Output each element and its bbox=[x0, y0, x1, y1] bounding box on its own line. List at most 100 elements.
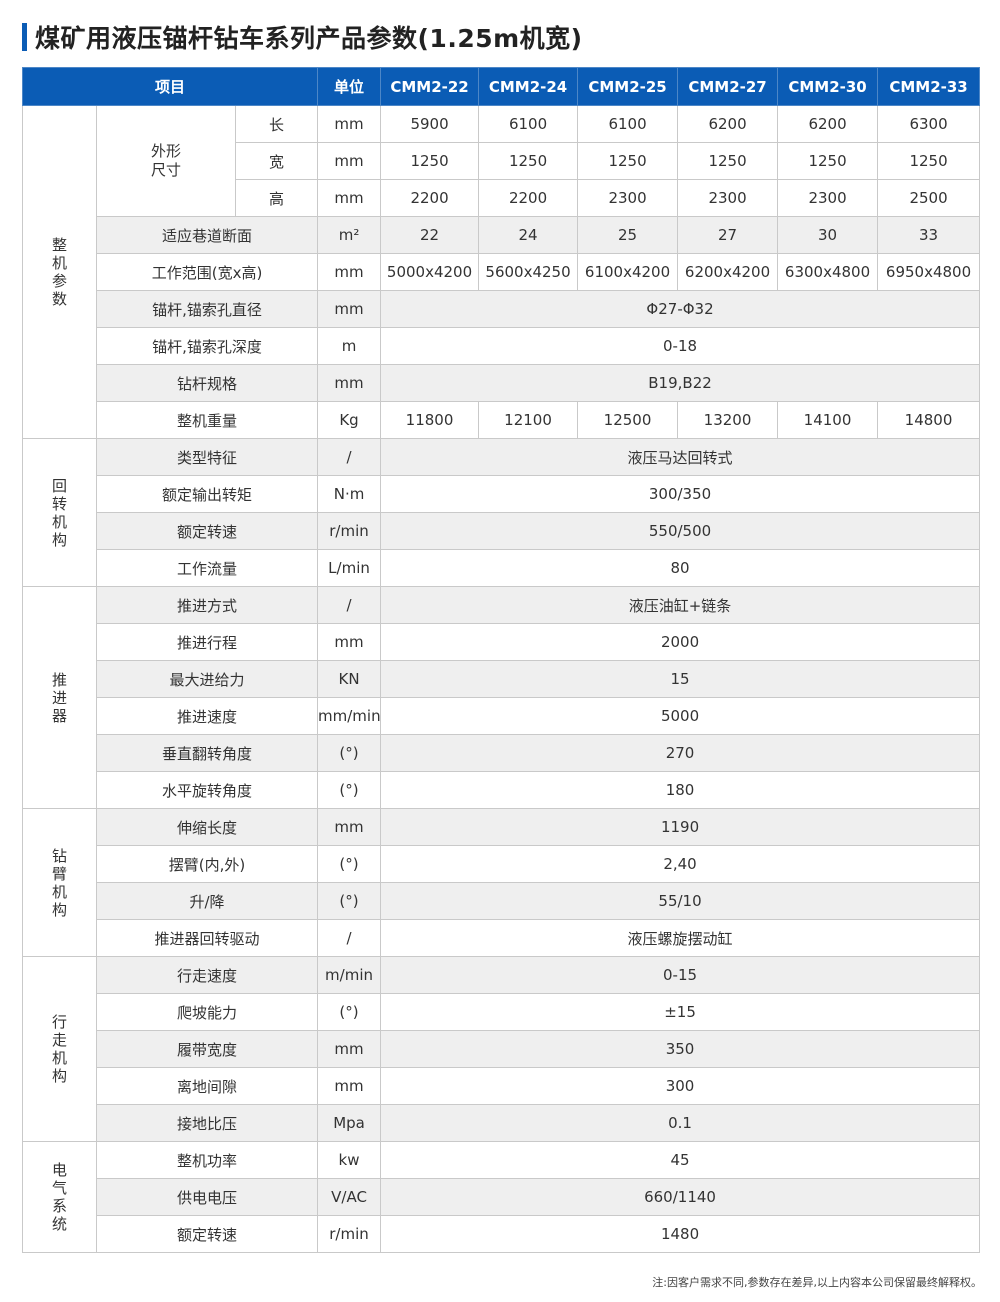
table-row: 整机参数 外形尺寸长 mm 5900 6100 6100 6200 6200 6300 bbox=[22, 105, 981, 439]
sub-item-label: 高 bbox=[234, 179, 319, 217]
unit-cell: N·m bbox=[317, 475, 382, 513]
value-cell-merged: 550/500 bbox=[380, 512, 981, 550]
unit-cell: (°) bbox=[317, 882, 382, 920]
value-cell: 25 bbox=[577, 216, 679, 254]
group-label-text: 推进器 bbox=[51, 670, 67, 725]
unit-cell: (°) bbox=[317, 845, 382, 883]
table-row: 适应巷道断面 m² 22 24 25 27 30 33 bbox=[23, 216, 981, 254]
item-label: 行走速度 bbox=[95, 956, 319, 994]
page-title-block: 煤矿用液压锚杆钻车系列产品参数(1.25m机宽) bbox=[22, 20, 583, 54]
item-label-text: 外形尺寸 bbox=[150, 142, 181, 179]
footnote: 注:因客户需求不同,参数存在差异,以上内容本公司保留最终解释权。 bbox=[652, 1276, 982, 1289]
value-cell-merged: 15 bbox=[380, 660, 981, 698]
value-cell: 14100 bbox=[777, 401, 879, 439]
unit-cell: L/min bbox=[317, 549, 382, 587]
item-label: 推进速度 bbox=[95, 697, 319, 735]
item-label: 外形尺寸 bbox=[96, 105, 236, 217]
value-cell-merged: 液压油缸+链条 bbox=[380, 586, 981, 624]
unit-cell: mm bbox=[317, 364, 382, 402]
header-model: CMM2-27 bbox=[677, 67, 779, 106]
table-row: 锚杆,锚索孔深度 m 0-18 bbox=[23, 327, 981, 365]
value-cell: 6100 bbox=[577, 105, 679, 143]
value-cell-merged: 350 bbox=[380, 1030, 981, 1068]
item-label: 垂直翻转角度 bbox=[95, 734, 319, 772]
value-cell: 2200 bbox=[380, 179, 480, 217]
value-cell-merged: 660/1140 bbox=[380, 1178, 981, 1216]
item-label: 推进方式 bbox=[95, 586, 319, 624]
group-label: 钻臂机构 bbox=[22, 808, 97, 957]
unit-cell: r/min bbox=[317, 1215, 382, 1253]
value-cell-merged: 2000 bbox=[380, 623, 981, 661]
table-row: 宽 mm 1250 1250 1250 1250 1250 1250 bbox=[23, 142, 981, 180]
value-cell: 24 bbox=[478, 216, 579, 254]
value-cell-merged: 5000 bbox=[380, 697, 981, 735]
value-cell-merged: 300/350 bbox=[380, 475, 981, 513]
table-row: 推进行程 mm 2000 bbox=[23, 623, 981, 661]
item-label: 水平旋转角度 bbox=[95, 771, 319, 809]
unit-cell: mm bbox=[317, 179, 382, 217]
value-cell: 6200x4200 bbox=[677, 253, 779, 291]
value-cell: 2300 bbox=[777, 179, 879, 217]
table-row: 高 mm 2200 2200 2300 2300 2300 2500 bbox=[23, 179, 981, 217]
unit-cell: m/min bbox=[317, 956, 382, 994]
unit-cell: mm bbox=[317, 623, 382, 661]
value-cell: 6950x4800 bbox=[877, 253, 981, 291]
item-label: 类型特征 bbox=[95, 438, 319, 476]
value-cell: 6300x4800 bbox=[777, 253, 879, 291]
value-cell-merged: 0.1 bbox=[380, 1104, 981, 1142]
unit-cell: kw bbox=[317, 1141, 382, 1179]
item-label: 推进器回转驱动 bbox=[95, 919, 319, 957]
value-cell: 1250 bbox=[677, 142, 779, 180]
table-row: 电气系统 整机功率 kw 45 bbox=[22, 1141, 981, 1253]
value-cell: 1250 bbox=[380, 142, 480, 180]
item-label: 整机功率 bbox=[95, 1141, 319, 1179]
header-model: CMM2-25 bbox=[577, 67, 679, 106]
item-label: 供电电压 bbox=[95, 1178, 319, 1216]
item-label: 爬坡能力 bbox=[95, 993, 319, 1031]
value-cell-merged: 0-15 bbox=[380, 956, 981, 994]
value-cell-merged: 80 bbox=[380, 549, 981, 587]
value-cell-merged: 45 bbox=[380, 1141, 981, 1179]
value-cell: 33 bbox=[877, 216, 981, 254]
unit-cell: (°) bbox=[317, 734, 382, 772]
item-label: 升/降 bbox=[95, 882, 319, 920]
item-label: 整机重量 bbox=[95, 401, 319, 439]
unit-cell: V/AC bbox=[317, 1178, 382, 1216]
value-cell: 2500 bbox=[877, 179, 981, 217]
table-row: 行走机构 行走速度 m/min 0-15 bbox=[22, 956, 981, 1142]
item-label: 钻杆规格 bbox=[95, 364, 319, 402]
item-label: 额定输出转矩 bbox=[95, 475, 319, 513]
unit-cell: mm bbox=[317, 1030, 382, 1068]
header-model: CMM2-24 bbox=[478, 67, 579, 106]
group-label: 电气系统 bbox=[22, 1141, 97, 1253]
item-label: 额定转速 bbox=[95, 1215, 319, 1253]
item-label: 锚杆,锚索孔直径 bbox=[95, 290, 319, 328]
value-cell-merged: 1190 bbox=[380, 808, 981, 846]
page-title: 煤矿用液压锚杆钻车系列产品参数(1.25m机宽) bbox=[35, 24, 583, 53]
table-row: 额定输出转矩 N·m 300/350 bbox=[23, 475, 981, 513]
table-row: 整机重量 Kg 11800 12100 12500 13200 14100 14800 bbox=[23, 401, 981, 439]
table-row: 摆臂(内,外) (°) 2,40 bbox=[23, 845, 981, 883]
group-label-text: 电气系统 bbox=[51, 1161, 67, 1233]
group-label: 推进器 bbox=[22, 586, 97, 809]
unit-cell: mm bbox=[317, 808, 382, 846]
item-label: 工作流量 bbox=[95, 549, 319, 587]
value-cell-merged: ±15 bbox=[380, 993, 981, 1031]
unit-cell: m² bbox=[317, 216, 382, 254]
item-label: 伸缩长度 bbox=[95, 808, 319, 846]
unit-cell: m bbox=[317, 327, 382, 365]
value-cell: 2200 bbox=[478, 179, 579, 217]
value-cell: 1250 bbox=[577, 142, 679, 180]
table-row: 最大进给力 KN 15 bbox=[23, 660, 981, 698]
value-cell-merged: 55/10 bbox=[380, 882, 981, 920]
table-row: 额定转速 r/min 550/500 bbox=[23, 512, 981, 550]
unit-cell: mm bbox=[317, 290, 382, 328]
item-label: 额定转速 bbox=[95, 512, 319, 550]
value-cell-merged: 液压螺旋摆动缸 bbox=[380, 919, 981, 957]
table-row: 额定转速 r/min 1480 bbox=[23, 1215, 981, 1253]
table-row: 锚杆,锚索孔直径 mm Φ27-Φ32 bbox=[23, 290, 981, 328]
unit-cell: / bbox=[317, 919, 382, 957]
item-label: 履带宽度 bbox=[95, 1030, 319, 1068]
value-cell-merged: 300 bbox=[380, 1067, 981, 1105]
table-row: 供电电压 V/AC 660/1140 bbox=[23, 1178, 981, 1216]
